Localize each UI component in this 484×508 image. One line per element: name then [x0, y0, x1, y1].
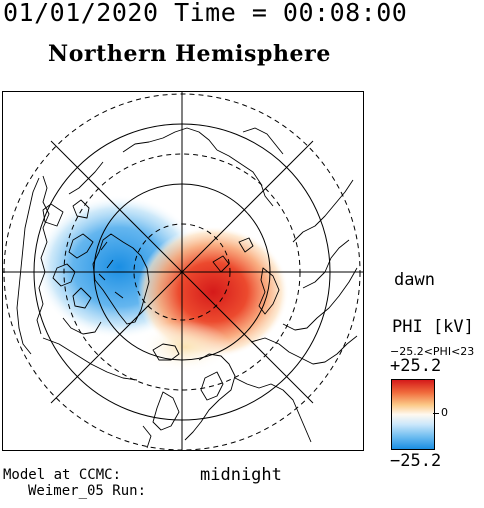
midnight-label: midnight [200, 465, 282, 485]
hemisphere-title: Northern Hemisphere [48, 41, 331, 67]
colorbar-range-text: −25.2<PHI<23 [390, 345, 475, 358]
potential-colorbar [391, 379, 435, 450]
run-label: Weimer_05 Run: [28, 483, 147, 499]
polar-map-panel [2, 91, 364, 451]
colorbar-title: PHI [kV] [392, 317, 474, 337]
colorbar-min-label: −25.2 [390, 451, 442, 471]
pale-potential-patch [139, 321, 231, 373]
coastlines [16, 127, 358, 449]
colorbar-zero-label: 0 [441, 406, 448, 419]
dawn-label: dawn [394, 270, 435, 290]
meridian-lines [3, 92, 363, 450]
timestamp-title: 01/01/2020 Time = 00:08:00 [3, 0, 408, 27]
polar-map-svg [3, 92, 363, 450]
colorbar-zero-tick [433, 413, 439, 414]
model-label: Model at CCMC: [3, 467, 122, 483]
colorbar-max-label: +25.2 [390, 356, 442, 376]
